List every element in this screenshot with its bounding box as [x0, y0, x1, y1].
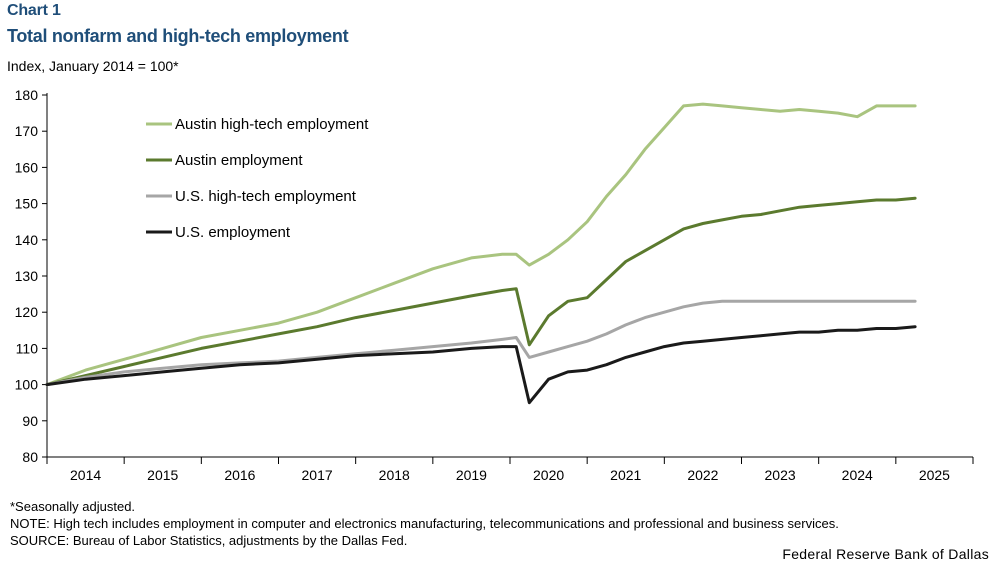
legend-label: U.S. high-tech employment — [175, 188, 357, 205]
x-tick-label: 2017 — [302, 467, 333, 483]
chart-title: Total nonfarm and high-tech employment — [7, 26, 349, 46]
series-line-2 — [45, 196, 917, 387]
y-tick-label: 90 — [22, 413, 38, 429]
x-tick-label: 2015 — [147, 467, 178, 483]
y-tick-label: 130 — [15, 268, 39, 284]
x-axis: 2014 2015 2016 2017 2018 2019 2020 2021 2022 2023… — [46, 456, 974, 483]
y-tick-label: 150 — [15, 196, 39, 212]
legend-label: Austin employment — [175, 152, 303, 169]
y-tick-label: 100 — [15, 377, 39, 393]
y-axis: 80 90 100 110 120 130 140 150 160 170 180 — [15, 87, 48, 465]
x-tick-label: 2016 — [224, 467, 255, 483]
legend-label: Austin high-tech employment — [175, 116, 369, 133]
y-tick-label: 120 — [15, 304, 39, 320]
x-tick-label: 2023 — [765, 467, 796, 483]
source-credit: Federal Reserve Bank of Dallas — [782, 546, 989, 562]
series-line-4 — [45, 325, 917, 405]
y-axis-unit-label: Index, January 2014 = 100* — [7, 58, 179, 74]
x-tick-label: 2024 — [842, 467, 873, 483]
chart-label: Chart 1 — [7, 2, 61, 19]
x-tick-label: 2019 — [456, 467, 487, 483]
legend: Austin high-tech employment Austin employ… — [146, 116, 369, 241]
y-tick-label: 80 — [22, 449, 38, 465]
series-line-1 — [45, 102, 917, 387]
y-tick-label: 160 — [15, 159, 39, 175]
x-tick-label: 2020 — [533, 467, 564, 483]
x-tick-label: 2022 — [687, 467, 718, 483]
x-tick-label: 2014 — [70, 467, 101, 483]
definition-note: NOTE: High tech includes employment in c… — [10, 516, 839, 531]
seasonal-note: *Seasonally adjusted. — [10, 499, 136, 514]
y-tick-label: 180 — [15, 87, 39, 103]
series-layer — [45, 102, 917, 405]
series-line-3 — [45, 299, 917, 387]
source-note: SOURCE: Bureau of Labor Statistics, adju… — [10, 533, 408, 548]
y-tick-label: 140 — [15, 232, 39, 248]
line-chart: 80 90 100 110 120 130 140 150 160 170 180 2014 2015… — [15, 87, 974, 483]
y-tick-label: 110 — [16, 340, 39, 356]
x-tick-label: 2025 — [919, 467, 950, 483]
chart-notes: *Seasonally adjusted. NOTE: High tech in… — [10, 498, 839, 549]
x-tick-label: 2021 — [610, 467, 641, 483]
y-tick-label: 170 — [15, 123, 39, 139]
x-tick-label: 2018 — [379, 467, 410, 483]
legend-label: U.S. employment — [175, 224, 291, 241]
